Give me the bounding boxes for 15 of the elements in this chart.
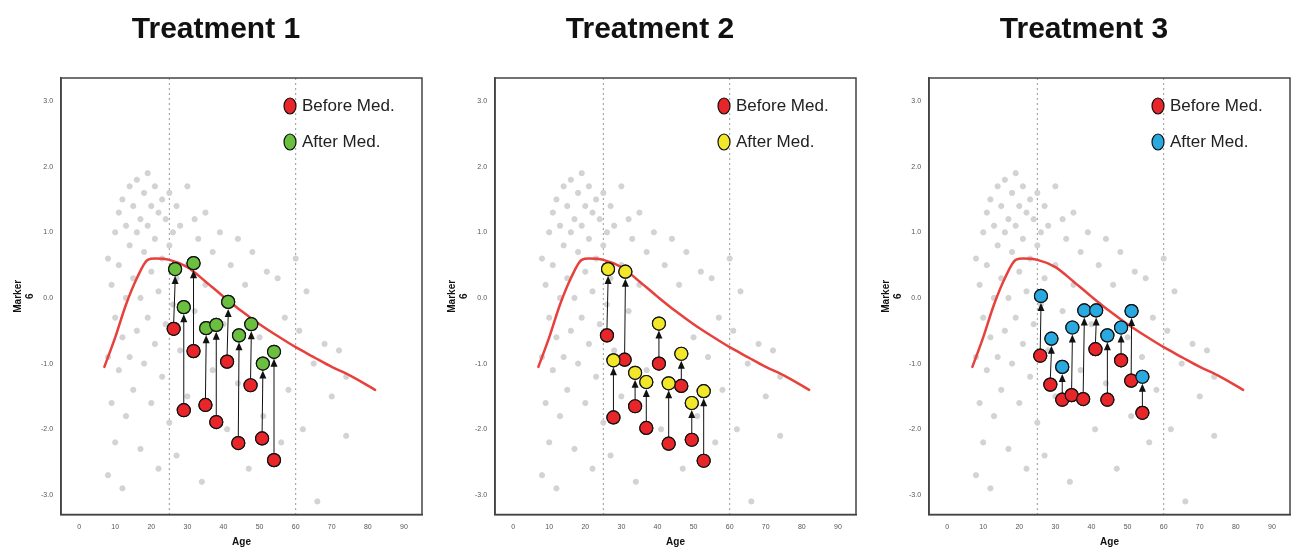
legend-label: After Med. — [1170, 131, 1249, 151]
y-axis-title: Marker 6 — [879, 279, 903, 313]
x-axis-title: Age — [232, 535, 252, 547]
legend-label: Before Med. — [1170, 95, 1263, 115]
legend-label: Before Med. — [736, 95, 829, 115]
x-axis-title: Age — [666, 535, 686, 547]
legend-label: After Med. — [302, 131, 381, 151]
chart-title: Treatment 1 — [131, 11, 301, 45]
chart-title: Treatment 2 — [565, 11, 735, 45]
y-axis-title: Marker 6 — [445, 279, 469, 313]
legend-label: After Med. — [736, 131, 815, 151]
chart-title: Treatment 3 — [999, 11, 1169, 45]
y-axis-title: Marker 6 — [11, 279, 35, 313]
legend-label: Before Med. — [302, 95, 395, 115]
x-axis-title: Age — [1100, 535, 1120, 547]
